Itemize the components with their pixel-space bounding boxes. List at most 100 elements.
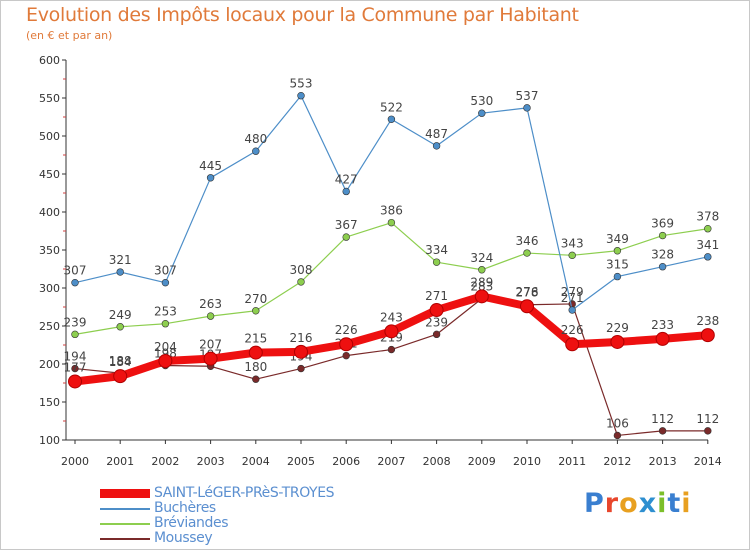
chart-title: Evolution des Impôts locaux pour la Comm… xyxy=(26,4,579,26)
data-point-buch-res xyxy=(613,272,622,281)
data-point-br-viandes xyxy=(387,218,396,227)
logo-letter: P xyxy=(584,488,605,519)
data-label-saint-l-ger-pr-s-troyes: 216 xyxy=(290,331,313,345)
x-tick-label: 2010 xyxy=(513,455,541,468)
x-tick-label: 2011 xyxy=(558,455,586,468)
data-label-moussey: 112 xyxy=(696,412,719,426)
y-tick-label: 400 xyxy=(39,206,60,219)
data-point-br-viandes xyxy=(658,231,667,240)
y-tick-label: 150 xyxy=(39,396,60,409)
data-label-br-viandes: 367 xyxy=(335,218,358,232)
data-label-br-viandes: 334 xyxy=(425,243,448,257)
data-label-saint-l-ger-pr-s-troyes: 271 xyxy=(425,289,448,303)
data-point-moussey xyxy=(342,351,350,360)
data-label-br-viandes: 308 xyxy=(290,263,313,277)
data-label-buch-res: 271 xyxy=(561,291,584,305)
logo-letter: o xyxy=(619,488,639,519)
legend-label-moussey: Moussey xyxy=(154,530,213,546)
x-tick-label: 2012 xyxy=(603,455,631,468)
data-point-br-viandes xyxy=(342,233,350,241)
data-label-buch-res: 522 xyxy=(380,100,403,114)
data-point-moussey xyxy=(613,431,622,440)
data-label-buch-res: 307 xyxy=(154,264,177,278)
data-point-br-viandes xyxy=(613,247,622,255)
data-point-moussey xyxy=(387,345,396,354)
legend-label-breviandes: Bréviandes xyxy=(154,515,229,531)
x-tick-label: 2002 xyxy=(151,455,179,468)
data-label-buch-res: 321 xyxy=(109,253,132,267)
data-label-saint-l-ger-pr-s-troyes: 215 xyxy=(244,332,267,346)
data-label-saint-l-ger-pr-s-troyes: 276 xyxy=(516,285,539,299)
y-tick-label: 500 xyxy=(39,130,60,143)
data-label-moussey: 278 xyxy=(516,286,539,300)
data-label-br-viandes: 239 xyxy=(64,315,87,329)
data-label-br-viandes: 270 xyxy=(244,292,267,306)
data-label-saint-l-ger-pr-s-troyes: 233 xyxy=(651,318,674,332)
data-label-moussey: 188 xyxy=(109,354,132,368)
data-label-buch-res: 553 xyxy=(290,77,313,91)
data-point-buch-res xyxy=(116,268,124,276)
data-label-moussey: 194 xyxy=(64,350,87,364)
data-point-saint-l-ger-pr-s-troyes xyxy=(700,328,715,343)
data-point-buch-res xyxy=(432,142,441,150)
data-label-br-viandes: 369 xyxy=(651,217,674,231)
data-label-buch-res: 427 xyxy=(335,172,358,186)
data-label-br-viandes: 378 xyxy=(696,210,719,224)
data-point-moussey xyxy=(71,364,79,373)
data-label-saint-l-ger-pr-s-troyes: 238 xyxy=(696,314,719,328)
legend-label-saint-leger: SAINT-LéGER-PRèS-TROYES xyxy=(154,485,335,501)
data-point-br-viandes xyxy=(116,323,124,331)
data-label-moussey: 239 xyxy=(425,315,448,329)
data-label-saint-l-ger-pr-s-troyes: 243 xyxy=(380,310,403,324)
legend-label-bucheres: Buchères xyxy=(154,500,216,516)
data-label-buch-res: 480 xyxy=(244,132,267,146)
data-point-moussey xyxy=(252,375,260,383)
data-label-saint-l-ger-pr-s-troyes: 226 xyxy=(561,323,584,337)
data-point-saint-l-ger-pr-s-troyes xyxy=(248,345,263,360)
data-label-saint-l-ger-pr-s-troyes: 289 xyxy=(470,275,493,289)
data-label-br-viandes: 346 xyxy=(516,234,539,248)
x-tick-label: 2004 xyxy=(242,455,270,468)
data-label-buch-res: 328 xyxy=(651,248,674,262)
x-tick-label: 2014 xyxy=(694,455,722,468)
data-label-moussey: 279 xyxy=(561,285,584,299)
data-point-buch-res xyxy=(71,278,79,287)
data-point-saint-l-ger-pr-s-troyes xyxy=(339,337,354,352)
data-point-saint-l-ger-pr-s-troyes xyxy=(429,303,444,318)
data-point-saint-l-ger-pr-s-troyes xyxy=(384,324,399,339)
legend-swatch-bucheres xyxy=(100,508,150,510)
data-label-saint-l-ger-pr-s-troyes: 177 xyxy=(64,360,87,374)
x-tick-label: 2003 xyxy=(197,455,225,468)
data-point-buch-res xyxy=(478,109,486,117)
x-tick-label: 2005 xyxy=(287,455,315,468)
data-point-saint-l-ger-pr-s-troyes xyxy=(294,344,308,359)
data-label-saint-l-ger-pr-s-troyes: 229 xyxy=(606,321,629,335)
data-label-br-viandes: 249 xyxy=(109,308,132,322)
data-point-saint-l-ger-pr-s-troyes xyxy=(520,299,534,314)
x-tick-label: 2013 xyxy=(649,455,677,468)
y-tick-label: 300 xyxy=(39,282,60,295)
logo-letter: i xyxy=(657,488,668,519)
legend-swatch-breviandes xyxy=(100,523,150,525)
logo-letter: r xyxy=(604,488,620,519)
data-point-buch-res xyxy=(523,104,531,112)
data-label-br-viandes: 263 xyxy=(199,297,222,311)
data-point-saint-l-ger-pr-s-troyes xyxy=(113,369,128,384)
data-label-buch-res: 445 xyxy=(199,159,222,173)
data-point-buch-res xyxy=(252,147,260,155)
data-label-buch-res: 530 xyxy=(470,94,493,108)
data-point-saint-l-ger-pr-s-troyes xyxy=(203,351,218,366)
legend-swatch-saint-leger xyxy=(100,489,150,498)
data-point-br-viandes xyxy=(71,330,79,339)
data-point-br-viandes xyxy=(252,307,260,315)
y-tick-label: 350 xyxy=(39,244,60,257)
data-label-buch-res: 307 xyxy=(64,264,87,278)
data-label-saint-l-ger-pr-s-troyes: 204 xyxy=(154,340,177,354)
data-label-moussey: 106 xyxy=(606,416,629,430)
data-point-br-viandes xyxy=(568,251,576,260)
data-label-moussey: 180 xyxy=(244,360,267,374)
data-label-saint-l-ger-pr-s-troyes: 184 xyxy=(109,355,132,369)
data-point-saint-l-ger-pr-s-troyes xyxy=(565,337,580,352)
logo-letter: t xyxy=(667,488,682,519)
